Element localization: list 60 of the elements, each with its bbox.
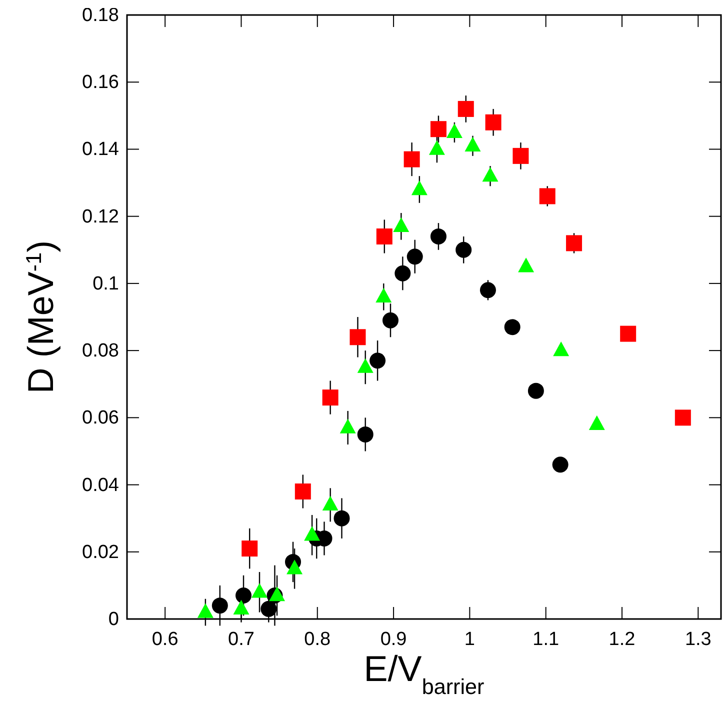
point bbox=[294, 483, 311, 500]
point bbox=[430, 121, 446, 138]
point bbox=[480, 282, 496, 298]
point bbox=[552, 456, 568, 473]
point bbox=[518, 258, 534, 272]
y-tick-label: 0.14 bbox=[82, 139, 120, 160]
point bbox=[357, 358, 374, 373]
point bbox=[512, 148, 529, 164]
x-axis-title: E/V$_{barrier}$ bbox=[364, 648, 484, 698]
point bbox=[674, 410, 691, 426]
point bbox=[482, 167, 498, 182]
point bbox=[304, 526, 320, 541]
point bbox=[236, 588, 252, 604]
y-tick-label: 0.18 bbox=[82, 5, 119, 26]
point bbox=[350, 329, 366, 346]
y-tick-label: 0.12 bbox=[82, 206, 119, 228]
point bbox=[340, 418, 356, 434]
point bbox=[394, 265, 411, 282]
point bbox=[382, 312, 398, 328]
point bbox=[233, 600, 250, 615]
point bbox=[212, 598, 228, 614]
point bbox=[458, 100, 474, 117]
point bbox=[334, 510, 350, 526]
y-tick-label: 0.02 bbox=[82, 542, 119, 563]
point bbox=[566, 235, 582, 252]
x-tick-label: 0.9 bbox=[380, 629, 407, 650]
y-tick-label: 0.06 bbox=[82, 408, 119, 429]
point bbox=[553, 342, 570, 356]
point bbox=[504, 319, 520, 336]
y-tick-label: 0 bbox=[108, 609, 119, 630]
point bbox=[286, 560, 303, 574]
y-tick-label: 0.04 bbox=[82, 474, 120, 496]
point bbox=[252, 583, 268, 598]
point bbox=[485, 114, 502, 130]
point bbox=[322, 390, 338, 406]
x-tick-label: 0.8 bbox=[304, 629, 331, 650]
point bbox=[528, 382, 544, 399]
point bbox=[406, 248, 423, 265]
point bbox=[539, 188, 556, 204]
point bbox=[260, 600, 277, 617]
y-tick-label: 0.1 bbox=[92, 273, 119, 294]
point bbox=[456, 242, 472, 258]
point bbox=[588, 415, 605, 430]
point bbox=[197, 603, 214, 618]
x-tick-label: 0.6 bbox=[152, 629, 178, 650]
point bbox=[404, 151, 420, 168]
point bbox=[620, 326, 636, 342]
y-tick-label: 0.16 bbox=[82, 72, 119, 94]
point bbox=[370, 352, 386, 369]
point bbox=[357, 426, 374, 442]
point bbox=[242, 540, 258, 557]
x-tick-label: 0.7 bbox=[228, 629, 254, 650]
x-tick-label: 1.2 bbox=[608, 629, 636, 650]
point bbox=[376, 228, 392, 244]
x-tick-label: 1.3 bbox=[684, 629, 712, 650]
x-tick-label: 1 bbox=[464, 629, 475, 650]
x-tick-label: 1.1 bbox=[532, 629, 560, 650]
y-tick-label: 0.08 bbox=[82, 340, 119, 362]
point bbox=[322, 496, 338, 511]
point bbox=[430, 228, 446, 244]
